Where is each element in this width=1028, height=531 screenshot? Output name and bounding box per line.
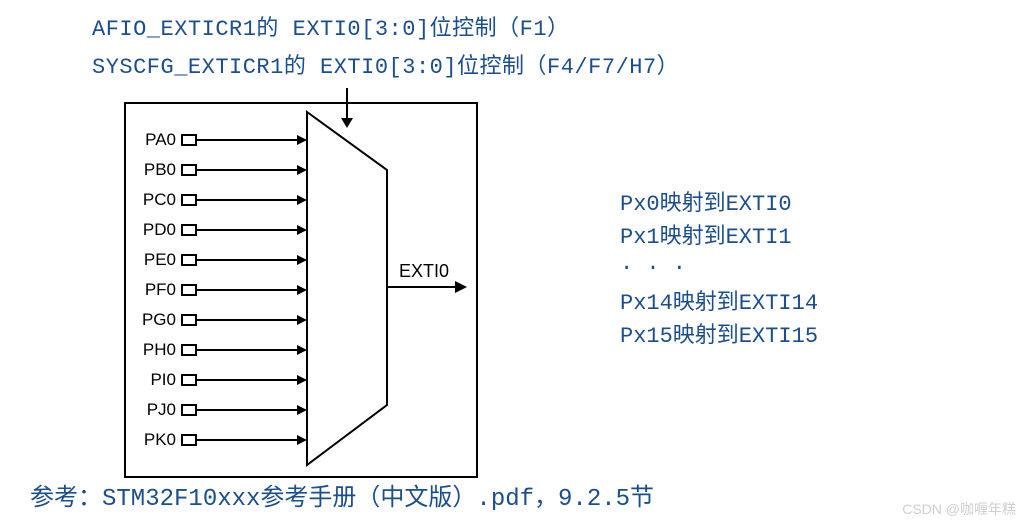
input-pad <box>182 285 196 295</box>
mux-diagram: PA0 PB0 PC0 PD0 PE0 PF0 PG0 PH0 PI0 PJ0 PK0 EXTI0 <box>120 85 480 485</box>
mapping-line: Px14映射到EXTI14 <box>620 284 818 316</box>
input-arrow-head <box>297 135 307 145</box>
input-arrow-head <box>297 195 307 205</box>
input-arrow-head <box>297 315 307 325</box>
input-label: PC0 <box>143 190 176 209</box>
input-arrow-head <box>297 435 307 445</box>
mux-body <box>307 112 387 465</box>
input-label: PA0 <box>145 130 176 149</box>
input-pad <box>182 255 196 265</box>
inputs-group: PA0 PB0 PC0 PD0 PE0 PF0 PG0 PH0 PI0 PJ0 PK0 <box>142 130 307 449</box>
input-label: PG0 <box>142 310 176 329</box>
input-arrow-head <box>297 375 307 385</box>
input-pad <box>182 345 196 355</box>
header-line-2: SYSCFG_EXTICR1的 EXTI0[3:0]位控制（F4/F7/H7） <box>92 48 679 80</box>
sel-arrow-head <box>341 118 353 128</box>
input-pad <box>182 135 196 145</box>
output-label: EXTI0 <box>399 261 449 281</box>
input-pad <box>182 405 196 415</box>
header-line-1: AFIO_EXTICR1的 EXTI0[3:0]位控制（F1） <box>92 10 570 42</box>
input-pad <box>182 225 196 235</box>
input-label: PF0 <box>145 280 176 299</box>
output-arrow-head <box>455 281 467 293</box>
input-arrow-head <box>297 225 307 235</box>
input-arrow-head <box>297 345 307 355</box>
input-label: PE0 <box>144 250 176 269</box>
input-pad <box>182 315 196 325</box>
input-label: PH0 <box>143 340 176 359</box>
input-pad <box>182 195 196 205</box>
input-label: PJ0 <box>147 400 176 419</box>
footer-text: 参考：STM32F10xxx参考手册（中文版）.pdf，9.2.5节 <box>30 477 654 513</box>
input-arrow-head <box>297 255 307 265</box>
input-label: PD0 <box>143 220 176 239</box>
input-pad <box>182 165 196 175</box>
input-arrow-head <box>297 285 307 295</box>
mapping-line: Px1映射到EXTI1 <box>620 218 792 250</box>
mapping-line: Px0映射到EXTI0 <box>620 185 792 217</box>
input-label: PI0 <box>150 370 176 389</box>
mapping-line: . . . <box>620 251 686 276</box>
input-arrow-head <box>297 405 307 415</box>
input-pad <box>182 435 196 445</box>
input-label: PB0 <box>144 160 176 179</box>
input-label: PK0 <box>144 430 176 449</box>
mapping-line: Px15映射到EXTI15 <box>620 317 818 349</box>
input-arrow-head <box>297 165 307 175</box>
watermark: CSDN @咖喱年糕 <box>902 499 1016 519</box>
input-pad <box>182 375 196 385</box>
